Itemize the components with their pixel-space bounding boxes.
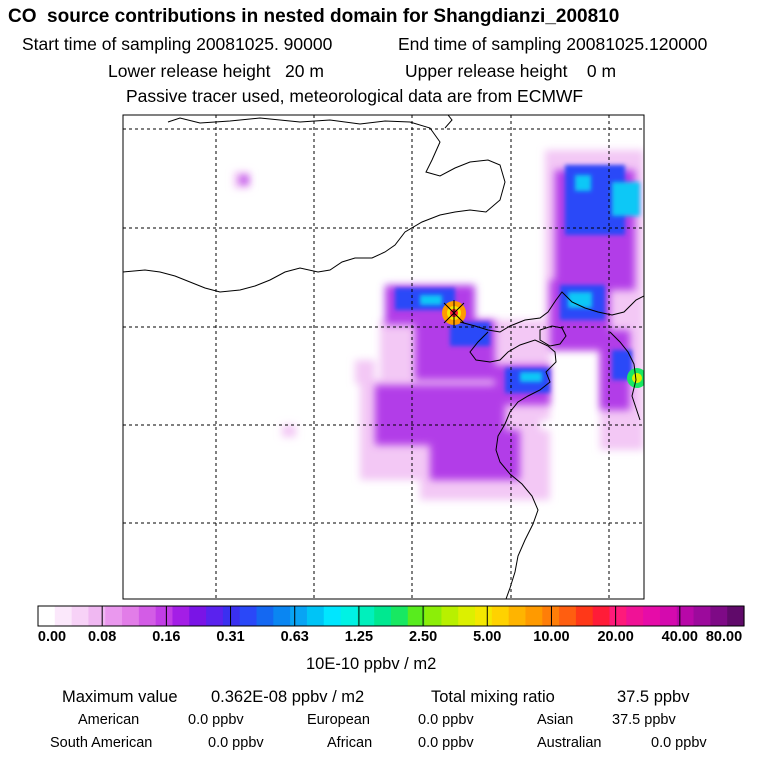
colorbar-swatch <box>643 606 661 626</box>
region-value-australian: 0.0 ppbv <box>651 735 707 751</box>
colorbar-tick-label: 80.00 <box>705 629 743 645</box>
region-value-european: 0.0 ppbv <box>418 712 474 728</box>
region-value-american: 0.0 ppbv <box>188 712 244 728</box>
end-time: End time of sampling 20081025.120000 <box>398 34 708 54</box>
colorbar-swatch <box>38 606 56 626</box>
region-value-african: 0.0 ppbv <box>418 735 474 751</box>
colorbar-swatch <box>693 606 711 626</box>
region-label-american: American <box>78 712 140 728</box>
max-value: 0.362E-08 ppbv / m2 <box>211 688 365 706</box>
colorbar-swatch <box>239 606 258 626</box>
east-edge-hotspot-core <box>632 373 642 383</box>
colorbar-tick-label: 20.00 <box>597 629 634 645</box>
colorbar-tick-label: 5.00 <box>473 629 502 645</box>
start-time: Start time of sampling 20081025. 90000 <box>22 34 333 54</box>
colorbar-swatch <box>340 606 358 626</box>
graticule <box>123 115 644 599</box>
colorbar-swatch <box>575 606 594 626</box>
colorbar-unit-label: 10E-10 ppbv / m2 <box>306 655 437 673</box>
colorbar-swatch <box>54 606 73 626</box>
region-label-asian: Asian <box>537 712 574 728</box>
region-label-european: European <box>307 712 370 728</box>
lower-release-height: Lower release height 20 m <box>108 61 324 81</box>
colorbar-swatch <box>172 606 190 626</box>
colorbar-swatch <box>475 606 493 626</box>
total-mixing-label: Total mixing ratio <box>431 688 555 706</box>
colorbar-swatch <box>391 606 409 626</box>
colorbar-swatch <box>374 606 392 626</box>
footprint-higher <box>420 175 640 382</box>
total-mixing-value: 37.5 ppbv <box>617 688 690 706</box>
colorbar-swatch <box>357 606 375 626</box>
colorbar-swatch <box>105 606 123 626</box>
receptor-marker <box>443 300 465 326</box>
colorbar-swatch <box>424 606 443 626</box>
upper-release-height: Upper release height 0 m <box>405 61 617 81</box>
coastlines <box>123 115 644 599</box>
max-value-label: Maximum value <box>62 688 178 706</box>
region-label-south-american: South American <box>50 735 153 751</box>
region-value-south-american: 0.0 ppbv <box>208 735 264 751</box>
colorbar-swatch <box>155 606 174 626</box>
colorbar-swatch <box>727 606 745 626</box>
colorbar-tick-label: 0.31 <box>216 629 245 645</box>
colorbar-swatch <box>525 606 543 626</box>
colorbar-frame <box>37 605 745 627</box>
tracer-note: Passive tracer used, meteorological data… <box>126 86 584 106</box>
region-value-asian: 37.5 ppbv <box>612 712 676 728</box>
colorbar-tick-label: 10.00 <box>533 629 570 645</box>
colorbar-swatch <box>206 606 224 626</box>
plot-frame <box>122 114 645 600</box>
colorbar-swatch <box>138 606 157 626</box>
colorbar-tick-label: 0.00 <box>37 629 67 645</box>
colorbar-swatch <box>559 606 577 626</box>
colorbar-swatch <box>710 606 728 626</box>
colorbar-swatch <box>306 606 325 626</box>
colorbar-swatch <box>676 606 695 626</box>
colorbar-swatch <box>88 606 106 626</box>
colorbar-swatch <box>626 606 644 626</box>
colorbar <box>37 605 745 627</box>
colorbar-swatch <box>508 606 527 626</box>
colorbar-swatch <box>407 606 426 626</box>
colorbar-swatch <box>189 606 207 626</box>
concentration-field <box>123 115 644 599</box>
colorbar-swatch <box>659 606 678 626</box>
colorbar-swatch <box>609 606 627 626</box>
colorbar-tick-label: 0.16 <box>152 629 181 645</box>
colorbar-tick-label: 40.00 <box>661 629 698 645</box>
colorbar-swatch <box>491 606 510 626</box>
colorbar-swatch <box>592 606 611 626</box>
colorbar-swatch <box>256 606 274 626</box>
colorbar-swatch <box>290 606 308 626</box>
colorbar-swatch <box>122 606 140 626</box>
colorbar-tick-label: 2.50 <box>408 629 438 645</box>
colorbar-swatch <box>441 606 459 626</box>
colorbar-swatch <box>458 606 476 626</box>
region-label-australian: Australian <box>537 735 602 751</box>
colorbar-tick-label: 1.25 <box>344 629 374 645</box>
colorbar-swatch <box>273 606 291 626</box>
colorbar-swatch <box>222 606 241 626</box>
colorbar-tick-label: 0.63 <box>280 629 309 645</box>
colorbar-swatch <box>71 606 90 626</box>
colorbar-swatch <box>323 606 342 626</box>
colorbar-tick-label: 0.08 <box>88 629 117 645</box>
chart-title: CO source contributions in nested domain… <box>8 6 620 27</box>
region-label-african: African <box>327 735 373 751</box>
